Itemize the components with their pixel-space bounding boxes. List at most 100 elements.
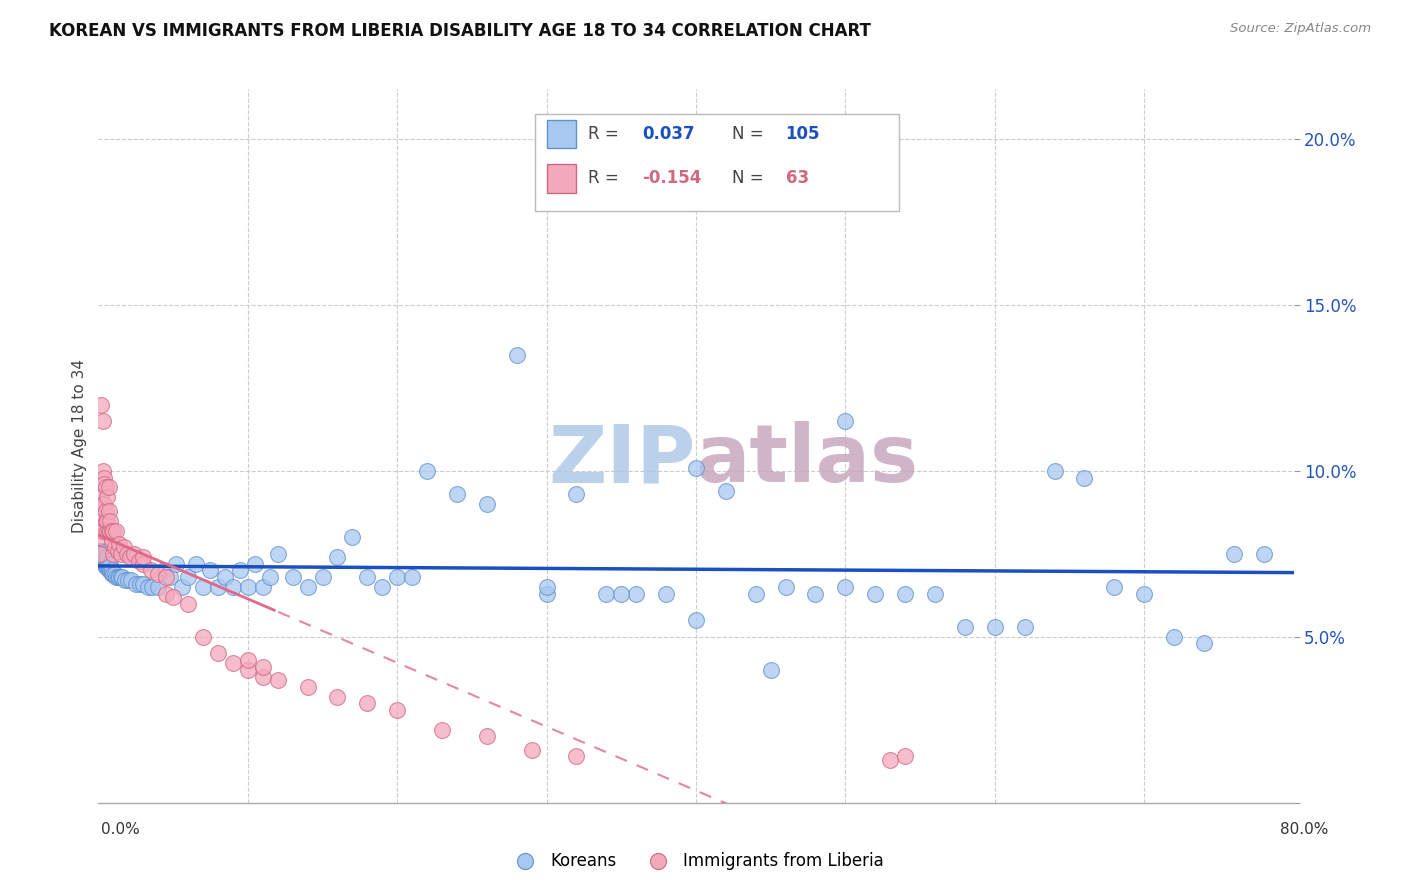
Point [104, 540, 127, 554]
Point [356, 570, 378, 584]
Point [91, 464, 114, 478]
Point [155, 587, 177, 601]
Point [311, 570, 333, 584]
Text: N =: N = [733, 125, 769, 143]
Point [90, 491, 112, 505]
Point [93, 557, 115, 571]
Point [834, 580, 856, 594]
Point [155, 570, 177, 584]
Point [159, 570, 181, 584]
Point [172, 580, 194, 594]
Point [536, 580, 558, 594]
Point [101, 564, 124, 578]
Point [252, 670, 274, 684]
Point [165, 557, 187, 571]
Point [96, 560, 118, 574]
Point [536, 587, 558, 601]
Point [953, 620, 976, 634]
Point [125, 576, 148, 591]
Point [775, 580, 797, 594]
Point [191, 580, 214, 594]
Point [983, 620, 1005, 634]
Point [97, 564, 120, 578]
Point [685, 460, 707, 475]
Point [1253, 547, 1275, 561]
Point [105, 524, 128, 538]
Point [506, 348, 529, 362]
Point [103, 524, 125, 538]
Point [326, 550, 349, 565]
Point [259, 570, 281, 584]
Text: R =: R = [588, 125, 624, 143]
Point [1133, 587, 1156, 601]
Point [96, 524, 118, 538]
Point [98, 560, 122, 574]
Point [118, 550, 141, 565]
Text: ZIP: ZIP [548, 421, 696, 500]
Point [96, 550, 118, 565]
Point [91, 497, 114, 511]
Point [89, 530, 111, 544]
Text: R =: R = [588, 169, 624, 187]
Point [101, 566, 124, 581]
Point [91, 414, 114, 428]
Point [624, 587, 647, 601]
Point [94, 553, 117, 567]
Point [1043, 464, 1066, 478]
Point [98, 564, 122, 578]
Point [94, 514, 117, 528]
Point [894, 587, 917, 601]
Point [105, 570, 128, 584]
Point [91, 550, 114, 565]
Point [97, 504, 120, 518]
Point [132, 576, 155, 591]
Point [89, 543, 111, 558]
Point [97, 481, 120, 495]
Point [184, 557, 207, 571]
Point [97, 560, 120, 574]
Point [94, 504, 117, 518]
Point [475, 730, 498, 744]
Point [141, 580, 163, 594]
Point [114, 574, 136, 588]
Point [610, 587, 633, 601]
Point [162, 590, 184, 604]
Text: Source: ZipAtlas.com: Source: ZipAtlas.com [1230, 22, 1371, 36]
Point [117, 574, 139, 588]
Point [148, 566, 170, 581]
Point [153, 564, 176, 578]
Point [94, 550, 117, 565]
Point [148, 580, 170, 594]
Y-axis label: Disability Age 18 to 34: Disability Age 18 to 34 [72, 359, 87, 533]
Point [110, 547, 132, 561]
Point [356, 696, 378, 710]
Text: 0.037: 0.037 [643, 125, 695, 143]
Point [91, 524, 114, 538]
Point [132, 550, 155, 565]
Point [252, 580, 274, 594]
Point [90, 514, 112, 528]
Point [111, 570, 134, 584]
Point [267, 547, 290, 561]
Bar [547, 120, 576, 148]
Point [297, 580, 319, 594]
Point [136, 580, 159, 594]
Text: atlas: atlas [696, 421, 920, 500]
Point [214, 570, 236, 584]
FancyBboxPatch shape [534, 114, 900, 211]
Point [834, 414, 856, 428]
Point [565, 487, 588, 501]
Point [177, 597, 200, 611]
Legend: Koreans, Immigrants from Liberia: Koreans, Immigrants from Liberia [502, 846, 890, 877]
Text: -0.154: -0.154 [643, 169, 702, 187]
Point [1014, 620, 1036, 634]
Text: 0.0%: 0.0% [101, 822, 141, 837]
Point [1163, 630, 1185, 644]
Point [90, 547, 112, 561]
Text: 105: 105 [786, 125, 820, 143]
Point [475, 497, 498, 511]
Point [107, 543, 129, 558]
Point [236, 580, 259, 594]
Point [745, 587, 768, 601]
Point [108, 570, 131, 584]
